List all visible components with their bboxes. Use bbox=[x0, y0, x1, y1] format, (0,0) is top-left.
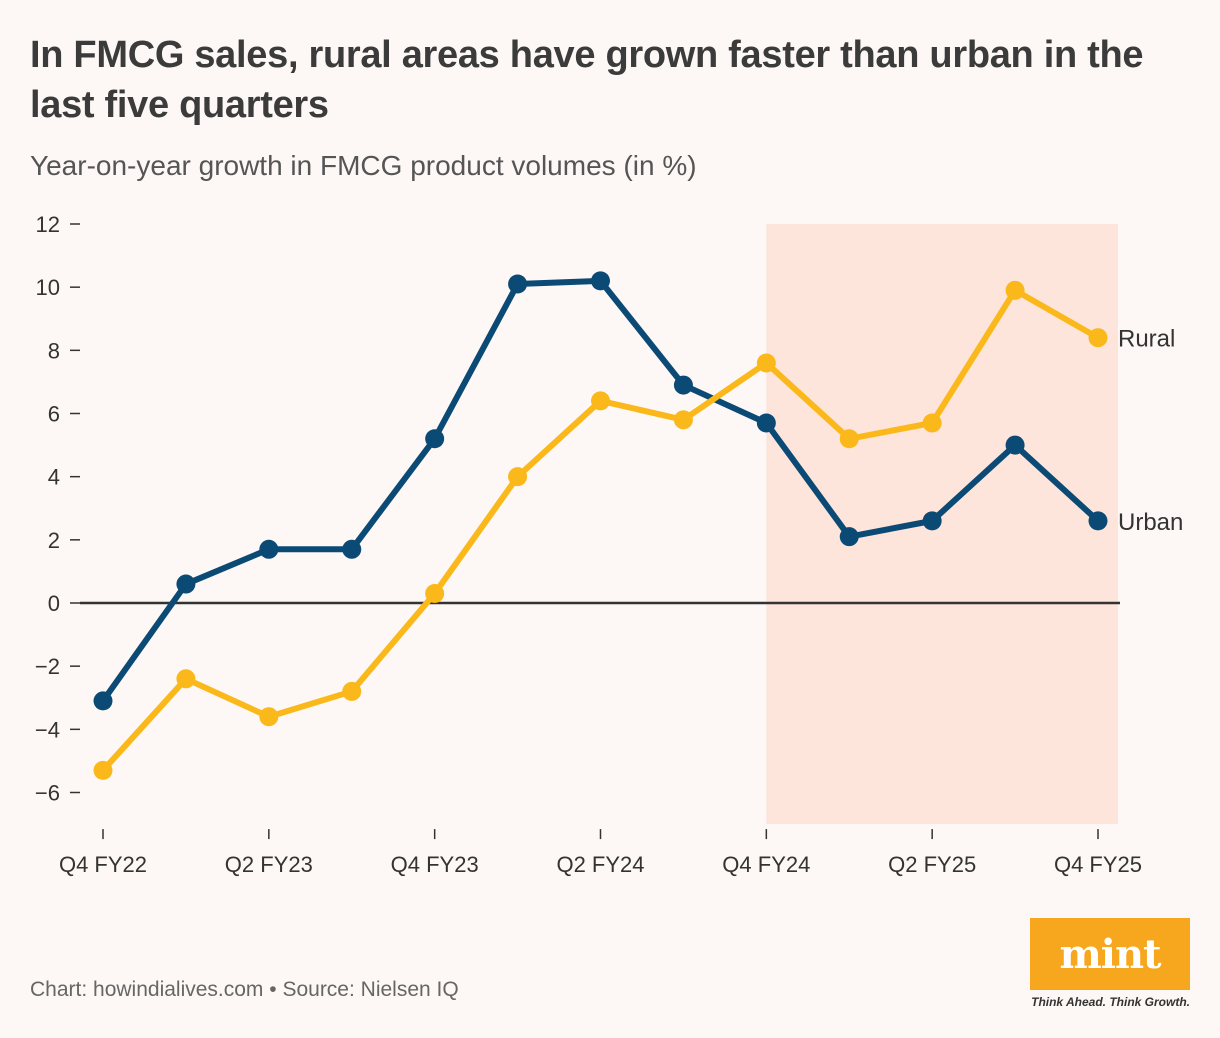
y-tick-label: 0 bbox=[48, 591, 60, 616]
y-tick-label: 8 bbox=[48, 338, 60, 363]
rural-data-point bbox=[673, 410, 693, 430]
y-tick-label: −2 bbox=[35, 654, 60, 679]
urban-data-point bbox=[591, 271, 610, 291]
y-tick-label: 12 bbox=[36, 212, 60, 237]
y-tick-label: 6 bbox=[48, 402, 60, 427]
x-tick-label: Q2 FY25 bbox=[888, 852, 976, 877]
y-tick-label: 10 bbox=[36, 275, 60, 300]
y-tick-label: 2 bbox=[48, 528, 60, 553]
urban-data-point bbox=[839, 527, 859, 547]
urban-data-point bbox=[508, 274, 528, 294]
chart-source: Chart: howindialives.com • Source: Niels… bbox=[30, 978, 459, 1001]
rural-series-label: Rural bbox=[1118, 326, 1175, 353]
urban-data-point bbox=[922, 511, 942, 531]
rural-data-point bbox=[1088, 328, 1108, 348]
x-tick-label: Q4 FY22 bbox=[59, 852, 147, 877]
rural-data-point bbox=[756, 353, 776, 373]
x-tick-label: Q4 FY23 bbox=[391, 852, 479, 877]
x-tick-label: Q4 FY24 bbox=[722, 852, 810, 877]
chart-subtitle: Year-on-year growth in FMCG product volu… bbox=[30, 150, 697, 181]
mint-logo: mint bbox=[1030, 918, 1190, 990]
y-tick-label: −6 bbox=[35, 781, 60, 806]
urban-data-point bbox=[425, 429, 445, 449]
rural-data-point bbox=[1005, 280, 1025, 300]
rural-data-point bbox=[922, 413, 942, 433]
urban-data-point bbox=[342, 539, 362, 559]
rural-data-point bbox=[342, 681, 362, 701]
x-tick-label: Q2 FY24 bbox=[556, 852, 644, 877]
urban-data-point bbox=[93, 691, 113, 711]
rural-data-point bbox=[508, 467, 528, 487]
rural-data-point bbox=[839, 429, 859, 449]
logo-tagline: Think Ahead. Think Growth. bbox=[1031, 995, 1190, 1009]
x-tick-label: Q2 FY23 bbox=[225, 852, 313, 877]
urban-data-point bbox=[756, 413, 776, 433]
y-tick-label: −4 bbox=[35, 717, 60, 742]
highlight-band bbox=[766, 224, 1118, 825]
x-tick-label: Q4 FY25 bbox=[1054, 852, 1142, 877]
rural-data-point bbox=[425, 584, 445, 604]
urban-series-label: Urban bbox=[1118, 509, 1183, 536]
rural-data-point bbox=[93, 760, 113, 780]
rural-data-point bbox=[591, 391, 610, 411]
urban-data-point bbox=[1005, 435, 1025, 455]
rural-data-point bbox=[259, 707, 279, 727]
urban-data-point bbox=[1088, 511, 1108, 531]
urban-data-point bbox=[259, 539, 279, 559]
chart-title: In FMCG sales, rural areas have grown fa… bbox=[30, 34, 1144, 126]
urban-data-point bbox=[176, 574, 196, 594]
rural-data-point bbox=[176, 669, 196, 689]
y-tick-label: 4 bbox=[48, 465, 60, 490]
urban-data-point bbox=[673, 375, 693, 395]
